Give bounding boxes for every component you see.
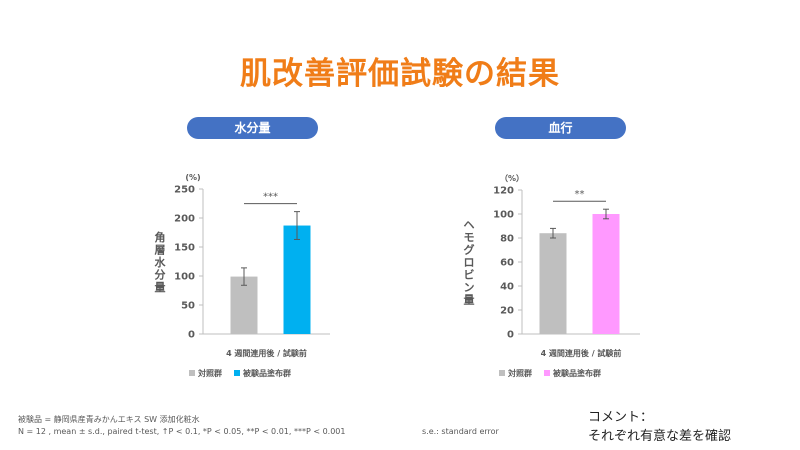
chart-title-pill-blood: 血行 <box>495 117 626 139</box>
y-tick-label: 20 <box>500 306 514 317</box>
y-tick-label: 0 <box>507 330 514 341</box>
comment-label: コメント： <box>588 410 654 425</box>
y-unit-label: (%) <box>185 173 200 182</box>
legend-entry: 対照群 <box>197 368 222 378</box>
significance-label: ** <box>575 189 585 200</box>
y-tick-label: 200 <box>174 214 195 225</box>
y-tick-label: 150 <box>174 243 195 254</box>
y-tick-label: 40 <box>500 282 514 293</box>
y-axis-label: ヘモグロビン量 <box>464 219 475 307</box>
y-tick-label: 60 <box>500 258 514 269</box>
y-tick-label: 0 <box>188 330 195 341</box>
significance-label: *** <box>263 192 278 203</box>
legend-entry: 被験品塗布群 <box>553 368 601 378</box>
chart-title-pill-water: 水分量 <box>187 117 318 139</box>
y-tick-label: 100 <box>493 210 514 221</box>
y-tick-label: 250 <box>174 185 195 196</box>
y-axis-label: 角層水分量 <box>155 230 167 294</box>
legend-swatch <box>544 370 550 376</box>
bar-test <box>283 225 311 334</box>
x-axis-label: 4 週間連用後 / 試験前 <box>541 348 622 358</box>
bar-control <box>230 276 258 334</box>
x-axis-label: 4 週間連用後 / 試験前 <box>226 348 307 358</box>
page-title: 肌改善評価試験の結果 <box>240 56 560 92</box>
legend-entry: 対照群 <box>507 368 532 378</box>
legend-swatch <box>189 370 195 376</box>
footnote-stats: N = 12 , mean ± s.d., paired t-test, ↑P … <box>18 427 346 436</box>
legend-swatch <box>234 370 240 376</box>
comment-text: それぞれ有意な差を確認 <box>588 429 732 444</box>
y-tick-label: 80 <box>500 234 514 245</box>
y-tick-label: 120 <box>493 186 514 197</box>
y-tick-label: 100 <box>174 272 195 283</box>
y-unit-label: （%） <box>500 173 524 183</box>
y-tick-label: 50 <box>181 301 195 312</box>
bar-test <box>592 214 620 334</box>
legend-entry: 被験品塗布群 <box>243 368 291 378</box>
legend-swatch <box>499 370 505 376</box>
footnote-standard-error: s.e.: standard error <box>422 427 499 436</box>
footnote-product: 被験品 = 静岡県産青みかんエキス SW 添加化粧水 <box>18 415 200 424</box>
bar-control <box>539 233 567 334</box>
